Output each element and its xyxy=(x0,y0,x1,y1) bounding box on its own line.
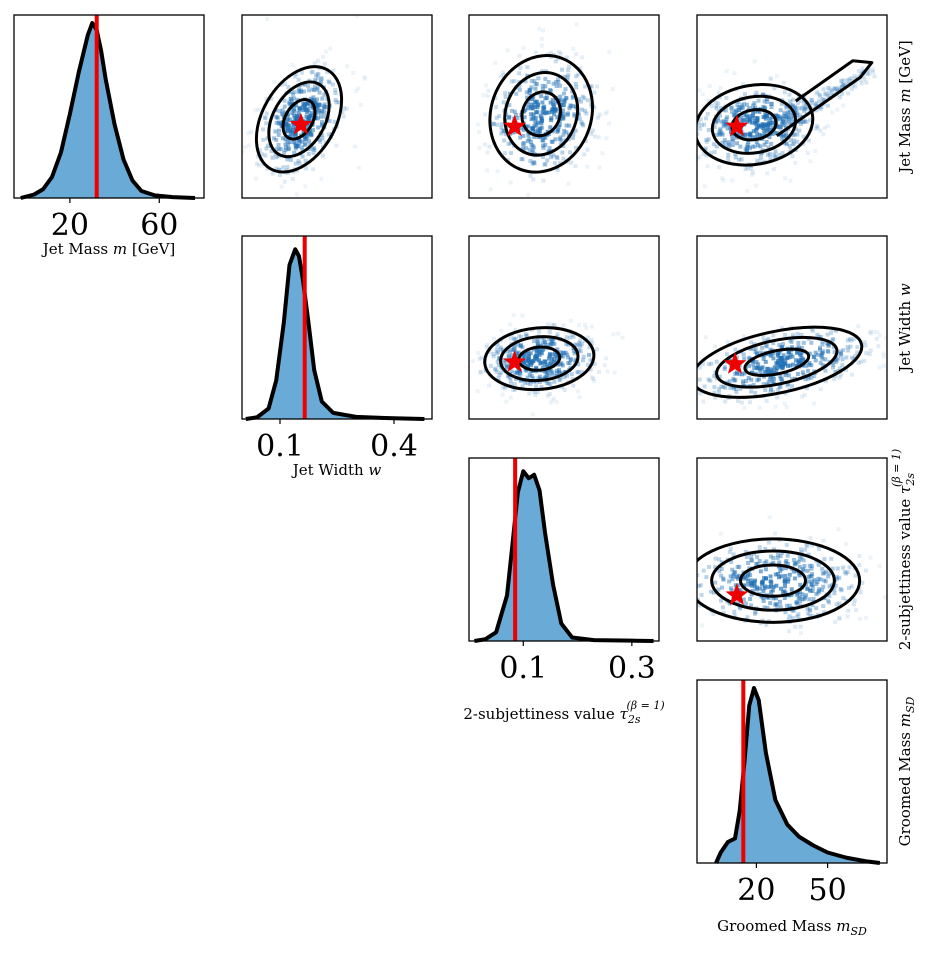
truth-star xyxy=(723,352,747,374)
histogram-line-w xyxy=(245,247,425,421)
x-tick-label-m-0: 20 xyxy=(51,208,89,243)
panel-frame-m xyxy=(13,14,205,199)
density-panel-tau-msd xyxy=(696,457,888,642)
contour-level-1 xyxy=(739,563,807,598)
x-tick-label-m-1: 60 xyxy=(140,208,178,243)
panel-frame-tau xyxy=(468,457,660,642)
contour-level-2 xyxy=(499,335,580,383)
histogram-panel-msd: 20 50 Groomed Mass mSD xyxy=(696,679,888,938)
density-panel-w-msd xyxy=(696,235,888,420)
density-panel-m-msd xyxy=(696,14,888,199)
contour-level-2 xyxy=(710,94,798,155)
x-axis-label-w: Jet Width w xyxy=(291,461,382,479)
density-cloud xyxy=(697,515,887,636)
panel-frame xyxy=(468,14,660,199)
histogram-panel-tau: 0.1 0.3 2-subjettiness value τ2s(β = 1) xyxy=(463,457,665,726)
truth-star xyxy=(725,114,749,137)
contour-level-2 xyxy=(267,80,331,159)
contour-level-3 xyxy=(488,54,595,174)
density-panel-m-tau xyxy=(468,14,660,199)
density-cloud xyxy=(697,59,877,194)
x-axis-label-m: Jet Mass m [GeV] xyxy=(41,240,176,258)
density-cloud xyxy=(476,22,615,197)
y-axis-label-w: Jet Width w xyxy=(896,283,914,374)
x-tick-label-tau-0: 0.1 xyxy=(499,651,547,686)
panel-frame xyxy=(696,457,888,642)
truth-star xyxy=(289,112,313,135)
truth-star xyxy=(503,350,526,372)
density-cloud xyxy=(242,15,368,197)
x-tick-label-msd-0: 20 xyxy=(737,873,775,908)
contour-level-2 xyxy=(503,71,580,157)
x-tick-label-msd-1: 50 xyxy=(809,873,847,908)
histogram-fill-msd xyxy=(716,688,880,863)
x-tick-label-w-1: 0.4 xyxy=(370,429,418,464)
contour-level-3 xyxy=(254,65,344,174)
density-cloud xyxy=(697,324,887,410)
y-axis-label-tau: 2-subjettiness value τ2s(β = 1) xyxy=(890,449,917,650)
panel-frame xyxy=(696,235,888,420)
contour-level-1 xyxy=(743,347,811,377)
contour-level-3 xyxy=(483,326,596,392)
density-panel-w-tau xyxy=(468,235,660,420)
histogram-line-tau xyxy=(474,469,654,643)
truth-star xyxy=(503,114,526,137)
contour-level-3 xyxy=(697,537,862,624)
panel-frame xyxy=(241,14,433,199)
x-axis-label-msd: Groomed Mass mSD xyxy=(717,917,867,938)
contour-tail xyxy=(775,59,874,138)
panel-frame-msd xyxy=(696,679,888,864)
panel-frame-w xyxy=(241,235,433,420)
y-axis-label-m: Jet Mass m [GeV] xyxy=(896,40,914,175)
x-axis-label-tau: 2-subjettiness value τ2s(β = 1) xyxy=(463,699,664,726)
density-panel-m-w xyxy=(241,14,433,199)
x-tick-label-w-0: 0.1 xyxy=(256,429,304,464)
y-axis-label-msd: Groomed Mass mSD xyxy=(896,696,917,846)
contour-level-2 xyxy=(715,335,839,389)
panel-frame xyxy=(696,14,888,199)
histogram-fill-w xyxy=(245,249,425,419)
contour-level-1 xyxy=(281,98,317,141)
contour-level-2 xyxy=(710,549,836,612)
truth-star xyxy=(725,583,749,605)
histogram-fill-tau xyxy=(474,471,654,641)
histogram-fill-m xyxy=(20,23,196,198)
panel-frame xyxy=(468,235,660,420)
density-cloud xyxy=(469,313,625,417)
contour-level-1 xyxy=(520,90,562,138)
contour-level-3 xyxy=(697,325,864,399)
histogram-line-msd xyxy=(714,686,881,865)
x-tick-label-tau-1: 0.3 xyxy=(608,651,656,686)
contour-level-3 xyxy=(697,83,815,167)
